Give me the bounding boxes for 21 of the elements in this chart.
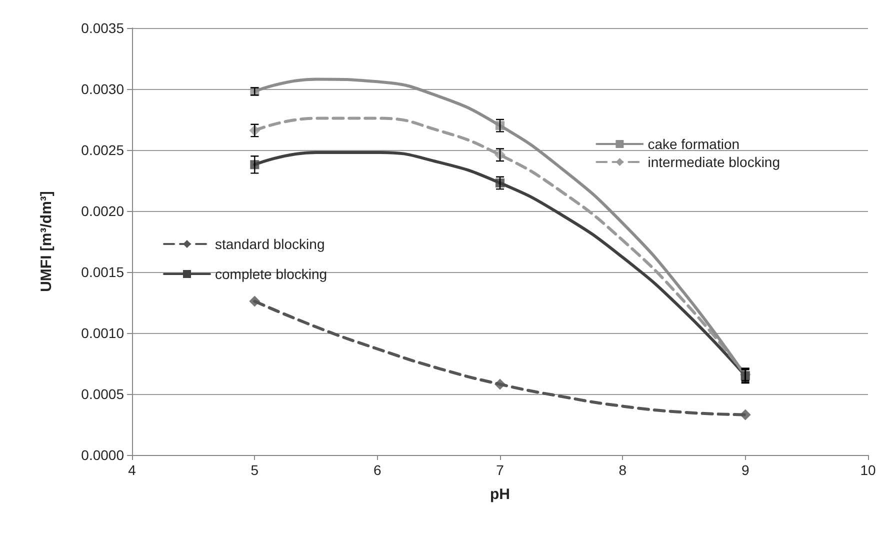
x-tick-label: 8 [618, 462, 627, 478]
y-tick-label: 0.0025 [81, 142, 124, 158]
x-tick-label: 4 [128, 462, 136, 478]
x-tick-label: 7 [496, 462, 504, 478]
y-axis-title: UMFI [m³/dm³] [38, 191, 55, 292]
y-tick-label: 0.0030 [81, 81, 124, 97]
x-tick-label: 6 [373, 462, 382, 478]
x-tick-label: 10 [860, 462, 876, 478]
y-tick-label: 0.0000 [81, 447, 124, 463]
legend-label: cake formation [648, 136, 740, 152]
x-tick-label: 9 [741, 462, 750, 478]
x-tick-label: 5 [250, 462, 259, 478]
legend-label: standard blocking [215, 236, 325, 252]
y-tick-label: 0.0015 [81, 264, 124, 280]
y-tick-label: 0.0020 [81, 203, 124, 219]
y-tick-label: 0.0010 [81, 325, 124, 341]
legend-label: complete blocking [215, 266, 328, 282]
x-axis-title: pH [490, 486, 510, 503]
y-tick-label: 0.0005 [81, 386, 124, 402]
y-tick-label: 0.0035 [81, 20, 124, 36]
legend-label: intermediate blocking [648, 154, 780, 170]
